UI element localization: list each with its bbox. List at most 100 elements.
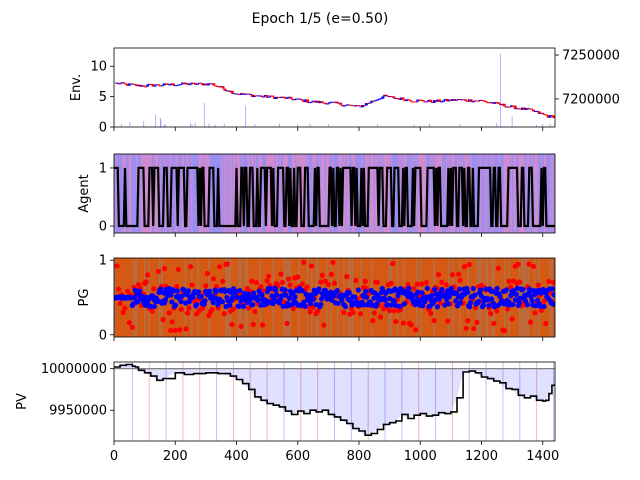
candle	[339, 102, 343, 105]
candle	[491, 102, 495, 104]
pg-blue-point	[453, 298, 459, 304]
candle	[438, 99, 442, 102]
candle	[120, 82, 124, 84]
candle	[289, 96, 293, 99]
pg-red-point	[145, 272, 151, 278]
candle	[508, 106, 512, 108]
pg-stripe	[159, 258, 161, 337]
pg-red-point	[250, 321, 256, 328]
candle	[471, 101, 475, 103]
action-band	[343, 154, 345, 233]
pg-blue-point	[448, 285, 454, 291]
pg-red-point	[504, 306, 511, 312]
pg-blue-point	[174, 288, 180, 294]
action-band	[253, 154, 256, 233]
candle	[278, 96, 282, 98]
action-band	[261, 154, 263, 233]
pg-blue-point	[229, 294, 236, 301]
candle	[133, 84, 137, 86]
candle	[337, 102, 341, 104]
candle	[125, 83, 129, 86]
pg-red-point	[304, 284, 310, 290]
pg-red-point	[169, 319, 175, 325]
candle	[223, 88, 227, 91]
pg-red-point	[428, 310, 434, 317]
pg-red-point	[220, 278, 226, 284]
action-band	[552, 154, 555, 233]
candle	[543, 114, 547, 116]
candle	[274, 96, 278, 99]
candle	[454, 99, 458, 101]
action-band	[525, 154, 528, 233]
action-band	[127, 154, 130, 233]
pg-blue-point	[286, 295, 293, 301]
pg-red-point	[224, 261, 230, 267]
pg-blue-point	[551, 292, 555, 298]
candle	[340, 104, 344, 107]
candle	[348, 104, 352, 106]
candle	[370, 100, 374, 103]
candle	[519, 108, 523, 110]
pg-red-point	[362, 278, 368, 284]
candle	[307, 102, 311, 104]
candle	[230, 90, 234, 94]
pg-red-point	[391, 308, 397, 314]
y-tick-label: 0	[99, 220, 107, 235]
pg-blue-point	[162, 297, 169, 303]
action-band	[229, 154, 231, 233]
pg-red-point	[114, 263, 120, 269]
action-band	[230, 154, 232, 233]
candle	[214, 85, 218, 87]
action-band	[192, 154, 195, 233]
pg-blue-point	[352, 294, 358, 300]
pg-blue-point	[236, 303, 242, 309]
pg-red-point	[186, 305, 192, 311]
action-band	[308, 154, 311, 233]
candle	[451, 98, 455, 101]
candle	[168, 84, 172, 86]
pg-red-point	[183, 326, 189, 332]
action-band	[219, 154, 221, 233]
candle	[478, 99, 482, 102]
pg-red-point	[290, 306, 296, 312]
candle	[495, 102, 499, 104]
action-band	[395, 154, 398, 233]
candle	[263, 94, 267, 97]
action-band	[223, 154, 225, 233]
action-band	[193, 154, 196, 233]
y-axis-label: Agent	[77, 174, 92, 212]
pg-red-point	[408, 322, 414, 328]
candle	[318, 101, 322, 104]
pg-blue-point	[382, 297, 388, 303]
pg-blue-point	[292, 294, 298, 300]
candle	[137, 84, 140, 87]
candle	[232, 93, 236, 95]
action-band	[482, 154, 485, 233]
candle	[355, 105, 359, 107]
pg-red-point	[328, 271, 335, 277]
y2-tick-label: 7250000	[562, 49, 620, 64]
pg-blue-point	[270, 301, 276, 307]
candle	[493, 102, 497, 104]
candle	[208, 83, 212, 85]
pg-blue-point	[299, 288, 305, 294]
candle	[162, 83, 166, 86]
candle	[436, 99, 440, 102]
pv-panel: 9950000 10000000 0 200 400 600 800 1000 1200 1400…	[15, 361, 559, 464]
pg-red-point	[457, 277, 463, 283]
pg-blue-point	[251, 290, 257, 296]
candle	[504, 106, 508, 108]
candle	[324, 102, 328, 105]
action-band	[344, 154, 346, 233]
action-band	[280, 154, 283, 233]
candle	[285, 97, 289, 99]
x-tick-label: 400	[224, 449, 249, 464]
pg-red-point	[209, 307, 215, 313]
candle	[131, 83, 135, 85]
pg-stripe	[452, 258, 454, 337]
action-band	[139, 154, 142, 233]
pg-blue-point	[172, 302, 179, 308]
candle	[272, 96, 276, 99]
action-band	[425, 154, 427, 233]
action-band	[504, 154, 507, 233]
